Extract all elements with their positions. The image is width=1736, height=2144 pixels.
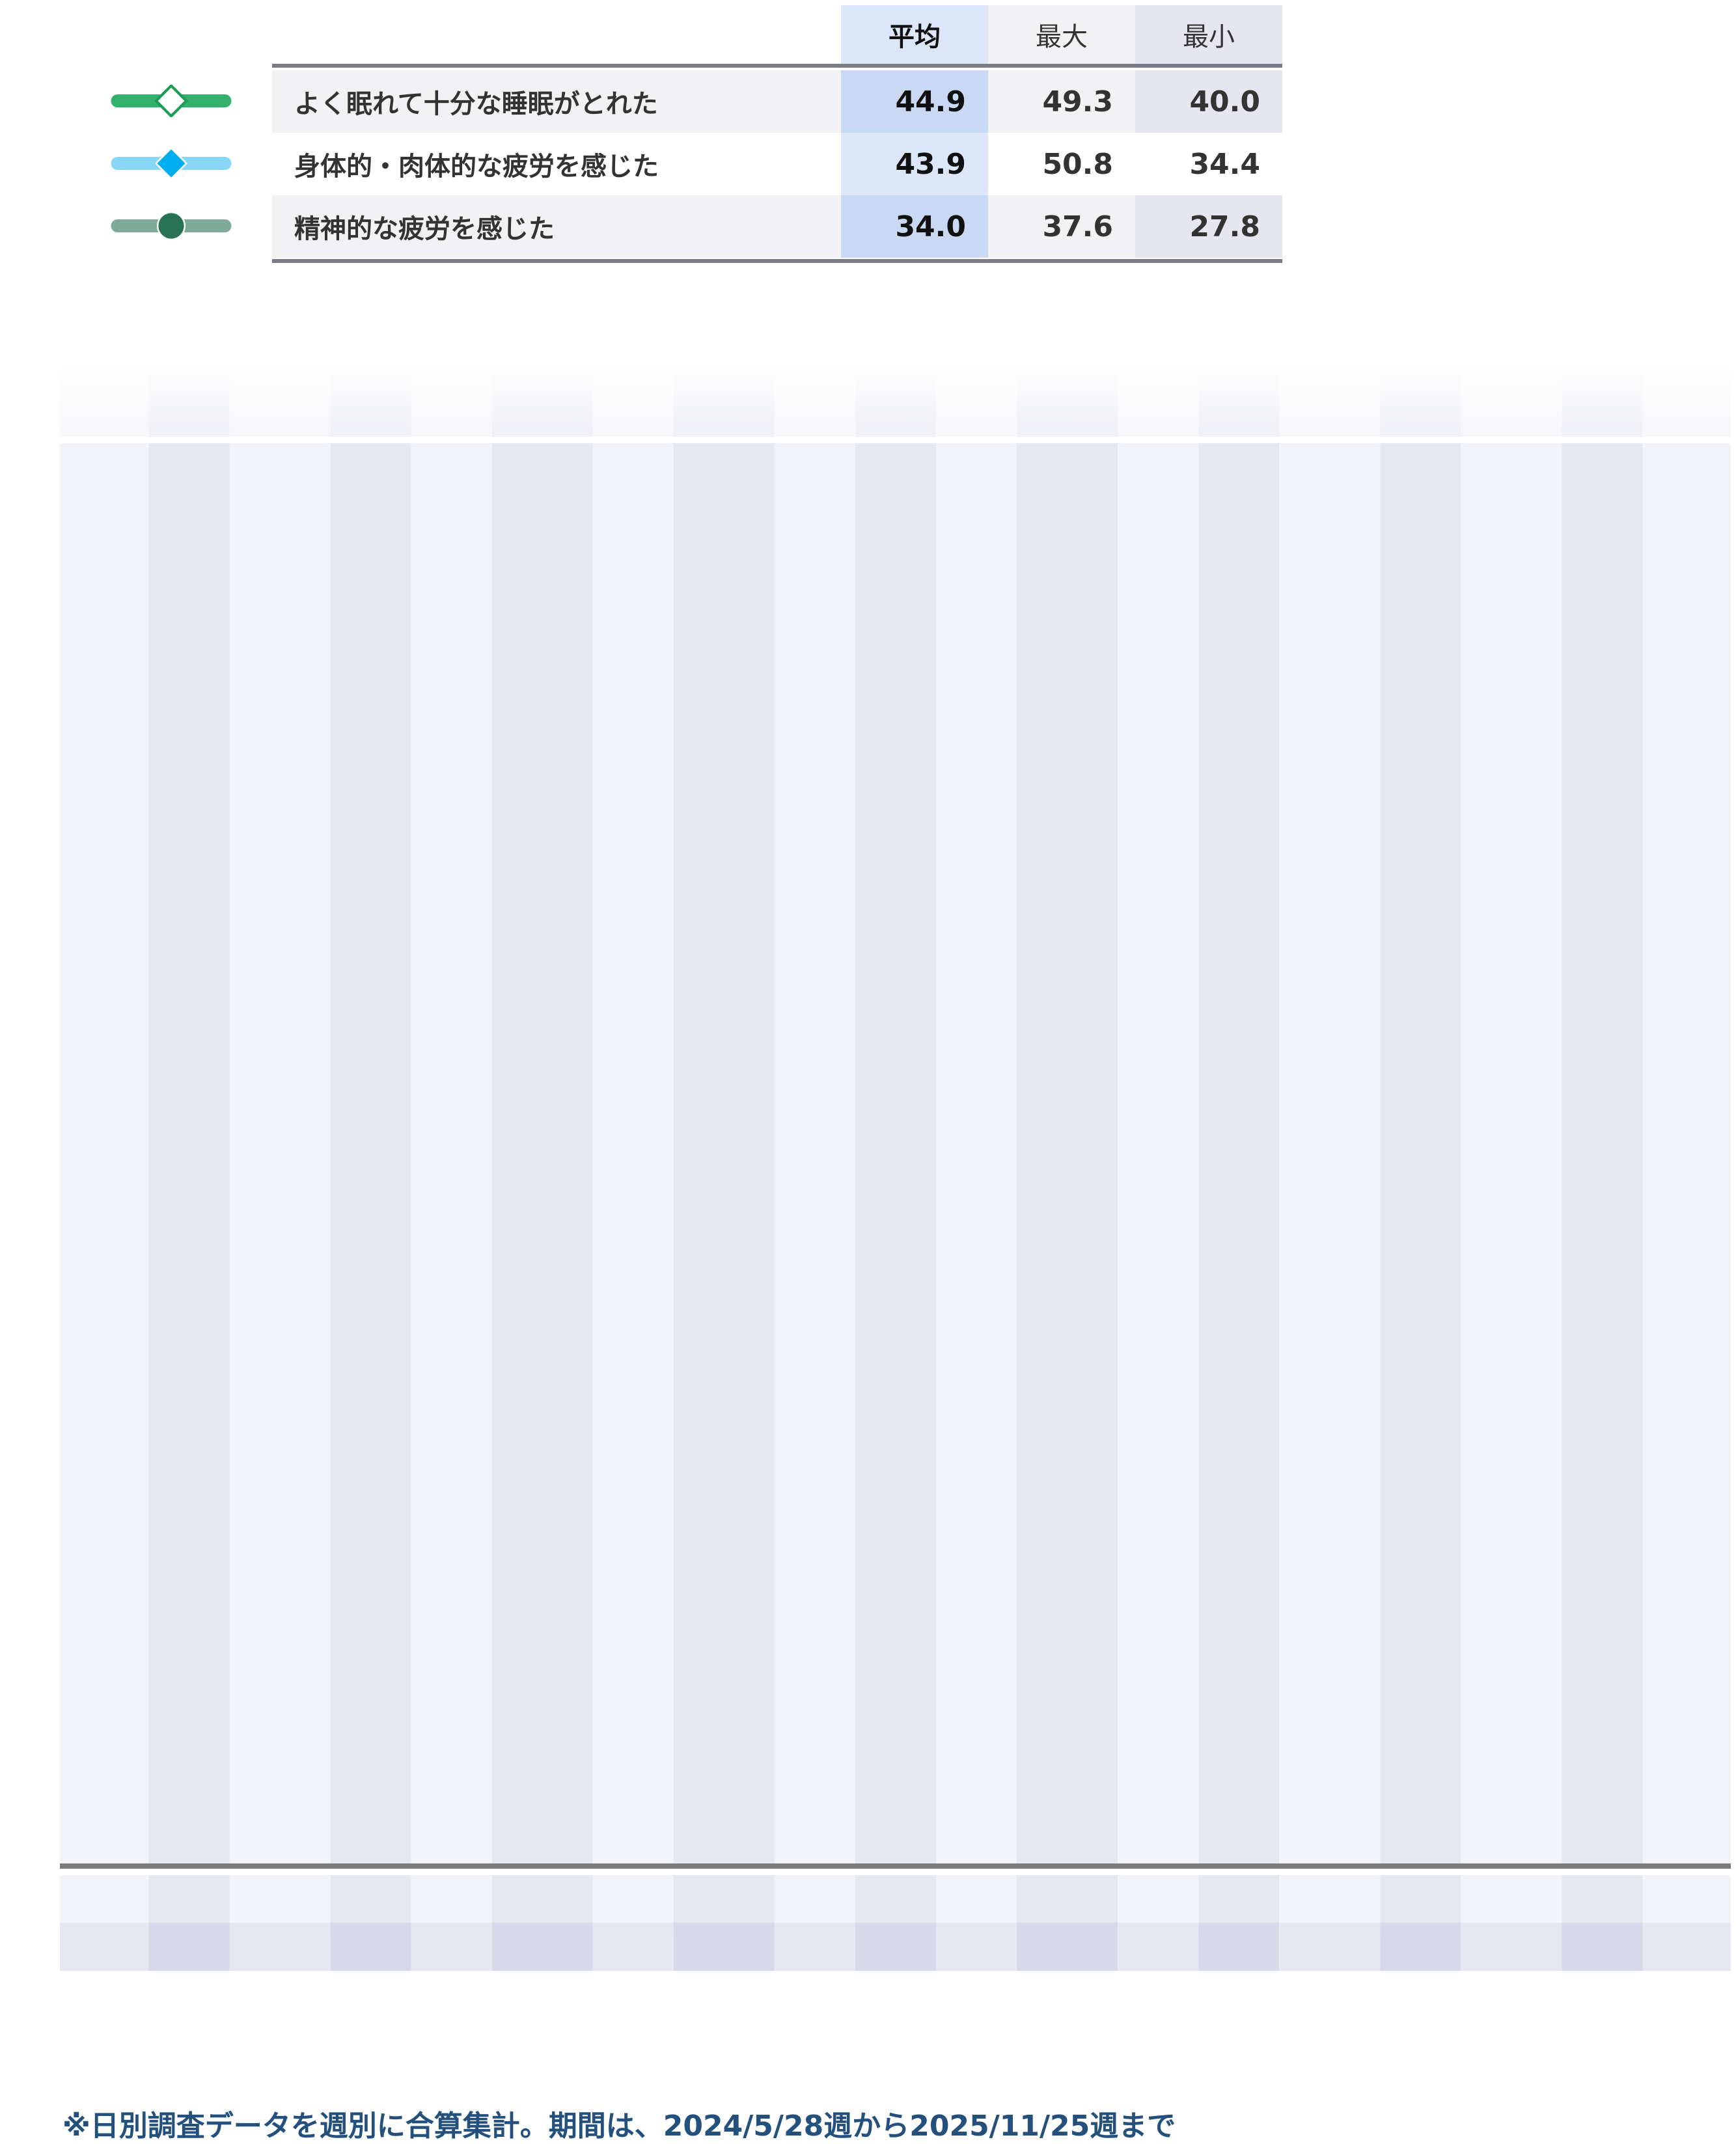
month-stripe (936, 364, 1017, 1971)
month-stripe (1279, 364, 1381, 1971)
month-stripe (330, 364, 411, 1971)
month-stripe (774, 364, 855, 1971)
header-max: 最大 (988, 5, 1135, 64)
hollow-diamond-icon (154, 85, 189, 117)
legend-row-sleep: よく眠れて十分な睡眠がとれた 44.9 49.3 40.0 (272, 70, 1282, 133)
circle-icon (156, 211, 186, 241)
series-label: よく眠れて十分な睡眠がとれた (294, 89, 658, 119)
footnote: ※日別調査データを週別に合算集計。期間は、2024/5/28週から2025/11… (62, 2110, 1176, 2143)
month-stripe (1198, 364, 1280, 1971)
max-value: 50.8 (1042, 147, 1113, 181)
legend-table: 平均 最大 最小 よく眠れて十分な睡眠がとれた 44.9 49.3 40.0 身… (0, 0, 1302, 273)
month-stripe (60, 364, 149, 1971)
max-value: 37.6 (1042, 210, 1113, 243)
month-stripe (1017, 364, 1118, 1971)
month-stripe (1380, 364, 1461, 1971)
month-stripe (229, 364, 331, 1971)
month-stripe (411, 364, 492, 1971)
min-value: 27.8 (1135, 195, 1282, 258)
header-min: 最小 (1135, 5, 1282, 64)
header-average: 平均 (841, 5, 988, 64)
month-stripe (592, 364, 674, 1971)
average-value: 44.9 (841, 70, 988, 133)
legend-bottom-rule (272, 259, 1282, 263)
legend-top-rule (272, 64, 1282, 68)
series-label: 精神的な疲労を感じた (294, 214, 555, 244)
series-label: 身体的・肉体的な疲労を感じた (294, 152, 659, 182)
month-stripe (1642, 364, 1731, 1971)
legend-row-physical: 身体的・肉体的な疲労を感じた 43.9 50.8 34.4 (272, 133, 1282, 195)
max-value: 49.3 (1042, 85, 1113, 118)
legend-chip-mental (111, 211, 232, 241)
month-stripe (1562, 364, 1643, 1971)
filled-diamond-icon (154, 147, 188, 180)
month-stripe (491, 364, 593, 1971)
average-value: 43.9 (841, 133, 988, 195)
average-value: 34.0 (841, 195, 988, 258)
line-chart (60, 364, 1731, 1971)
month-stripe (673, 364, 775, 1971)
month-stripe (855, 364, 937, 1971)
min-value: 40.0 (1135, 70, 1282, 133)
month-stripe (1118, 364, 1199, 1971)
legend-row-mental: 精神的な疲労を感じた 34.0 37.6 27.8 (272, 195, 1282, 258)
legend-chip-sleep (111, 85, 232, 117)
month-stripe (1461, 364, 1562, 1971)
min-value: 34.4 (1135, 133, 1282, 195)
month-stripe (148, 364, 230, 1971)
legend-header-row: 平均 最大 最小 (841, 5, 1282, 64)
legend-chip-physical (111, 147, 232, 180)
gridline (60, 1863, 1731, 1869)
